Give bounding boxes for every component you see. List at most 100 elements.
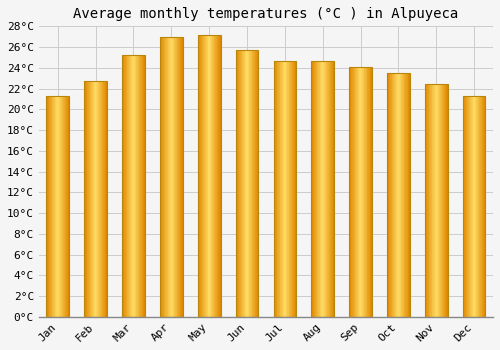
Bar (56, 96, 57, 317)
Bar (64, 96, 66, 317)
Bar (131, 55, 132, 317)
Bar (135, 55, 136, 317)
Bar (101, 81, 102, 317)
Bar (392, 73, 393, 317)
Bar (237, 50, 238, 317)
Bar (106, 81, 107, 317)
Bar (62, 96, 63, 317)
Bar (63, 96, 64, 317)
Bar (251, 50, 252, 317)
Bar (319, 61, 320, 317)
Bar (426, 84, 427, 317)
Bar (98, 81, 100, 317)
Bar (360, 67, 362, 317)
Bar (242, 50, 243, 317)
Bar (442, 84, 443, 317)
Bar (250, 50, 251, 317)
Bar (60, 96, 61, 317)
Bar (53, 96, 54, 317)
Bar (447, 84, 448, 317)
Bar (238, 50, 240, 317)
Bar (364, 67, 365, 317)
Bar (46, 96, 47, 317)
Bar (466, 96, 468, 317)
Bar (163, 37, 164, 317)
Bar (441, 84, 442, 317)
Bar (474, 96, 475, 317)
Bar (318, 61, 319, 317)
Bar (59, 96, 60, 317)
Bar (279, 61, 280, 317)
Bar (286, 61, 287, 317)
Bar (274, 61, 296, 317)
Bar (252, 50, 253, 317)
Bar (178, 37, 179, 317)
Bar (90, 81, 91, 317)
Bar (130, 55, 131, 317)
Bar (170, 37, 172, 317)
Bar (465, 96, 466, 317)
Bar (280, 61, 281, 317)
Bar (284, 61, 285, 317)
Bar (66, 96, 67, 317)
Bar (468, 96, 469, 317)
Bar (181, 37, 182, 317)
Bar (167, 37, 168, 317)
Bar (132, 55, 134, 317)
Bar (478, 96, 480, 317)
Bar (322, 61, 324, 317)
Bar (256, 50, 257, 317)
Bar (164, 37, 165, 317)
Bar (142, 55, 144, 317)
Bar (484, 96, 486, 317)
Bar (54, 96, 56, 317)
Bar (281, 61, 282, 317)
Bar (173, 37, 174, 317)
Bar (208, 35, 209, 317)
Bar (320, 61, 321, 317)
Bar (326, 61, 328, 317)
Bar (50, 96, 51, 317)
Bar (408, 73, 409, 317)
Bar (246, 50, 247, 317)
Bar (368, 67, 369, 317)
Bar (472, 96, 474, 317)
Bar (430, 84, 431, 317)
Bar (475, 96, 476, 317)
Bar (463, 96, 485, 317)
Title: Average monthly temperatures (°C ) in Alpuyeca: Average monthly temperatures (°C ) in Al… (74, 7, 458, 21)
Bar (206, 35, 207, 317)
Bar (84, 81, 85, 317)
Bar (141, 55, 142, 317)
Bar (166, 37, 167, 317)
Bar (253, 50, 254, 317)
Bar (331, 61, 332, 317)
Bar (359, 67, 360, 317)
Bar (278, 61, 279, 317)
Bar (391, 73, 392, 317)
Bar (365, 67, 366, 317)
Bar (291, 61, 292, 317)
Bar (405, 73, 406, 317)
Bar (95, 81, 96, 317)
Bar (287, 61, 288, 317)
Bar (274, 61, 275, 317)
Bar (91, 81, 92, 317)
Bar (51, 96, 52, 317)
Bar (349, 67, 350, 317)
Bar (398, 73, 399, 317)
Bar (357, 67, 358, 317)
Bar (444, 84, 446, 317)
Bar (204, 35, 206, 317)
Bar (476, 96, 477, 317)
Bar (169, 37, 170, 317)
Bar (446, 84, 447, 317)
Bar (437, 84, 438, 317)
Bar (47, 96, 48, 317)
Bar (352, 67, 353, 317)
Bar (438, 84, 440, 317)
Bar (172, 37, 173, 317)
Bar (469, 96, 470, 317)
Bar (329, 61, 330, 317)
Bar (315, 61, 316, 317)
